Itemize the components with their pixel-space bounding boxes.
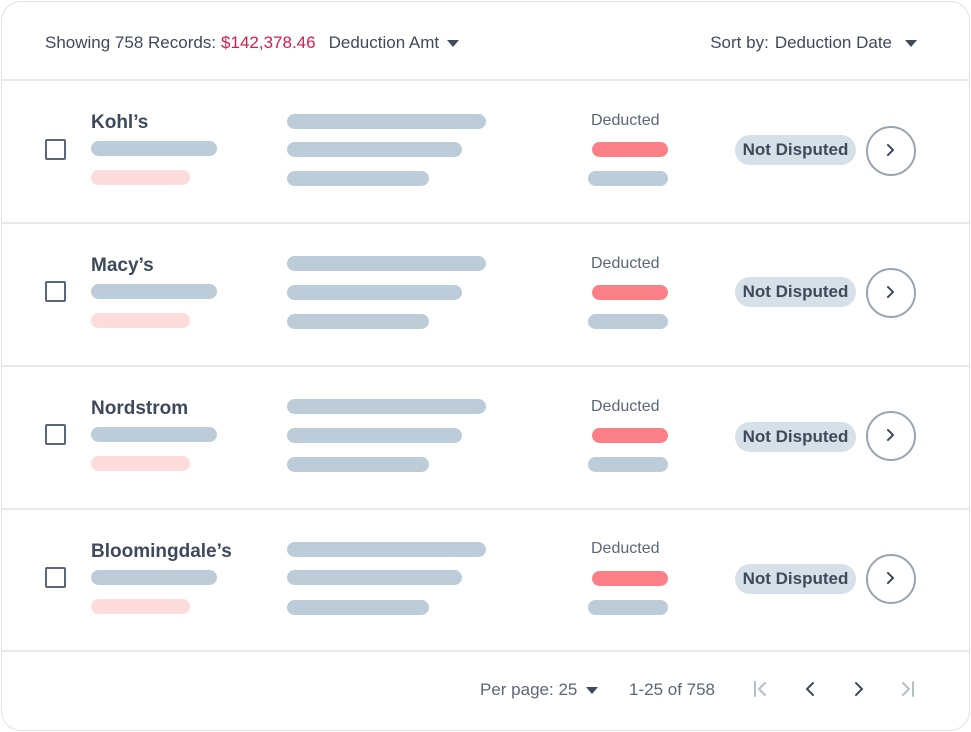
status-badge: Not Disputed [735, 277, 856, 307]
retailer-name: Nordstrom [91, 398, 189, 419]
placeholder-bar [588, 171, 668, 186]
next-page-button[interactable] [848, 678, 870, 700]
per-page-label: Per page: 25 [480, 680, 578, 699]
status-badge: Not Disputed [735, 422, 856, 452]
caret-down-icon [905, 39, 917, 47]
amount-filter-label: Deduction Amt [328, 33, 440, 52]
table-row: Nordstrom Deducted Not Disputed [2, 367, 969, 510]
chevron-left-icon [806, 682, 814, 696]
placeholder-bar [287, 142, 462, 157]
placeholder-bar [287, 600, 429, 615]
placeholder-bar [287, 171, 429, 186]
sort-value: Deduction Date [774, 33, 892, 52]
placeholder-bar [588, 600, 668, 615]
placeholder-bar [91, 570, 217, 585]
retailer-name: Bloomingdale’s [91, 541, 232, 562]
records-summary: Showing 758 Records: $142,378.46 Deducti… [45, 33, 460, 53]
deducted-amount-bar [592, 571, 668, 586]
placeholder-bar [287, 314, 429, 329]
row-checkbox[interactable] [45, 139, 66, 160]
retailer-name: Kohl’s [91, 112, 149, 133]
last-page-icon [902, 681, 914, 697]
row-checkbox[interactable] [45, 567, 66, 588]
placeholder-bar-pink [91, 170, 190, 185]
previous-page-button[interactable] [799, 678, 821, 700]
deducted-amount-bar [592, 142, 668, 157]
placeholder-bar-pink [91, 599, 190, 614]
placeholder-bar [287, 570, 462, 585]
row-checkbox[interactable] [45, 424, 66, 445]
status-badge: Not Disputed [735, 564, 856, 594]
status-badge: Not Disputed [735, 135, 856, 165]
chevron-right-icon [855, 682, 863, 696]
first-page-icon [754, 681, 766, 697]
row-open-button[interactable] [866, 411, 916, 461]
records-header: Showing 758 Records: $142,378.46 Deducti… [2, 2, 969, 81]
table-row: Bloomingdale’s Deducted Not Disputed [2, 509, 969, 652]
sort-dropdown[interactable]: Deduction Date [775, 33, 917, 53]
chevron-right-icon [887, 286, 894, 298]
status-label: Deducted [591, 112, 660, 129]
sort-control: Sort by: Deduction Date [710, 33, 917, 53]
deducted-amount-bar [592, 285, 668, 300]
row-open-button[interactable] [866, 126, 916, 176]
chevron-right-icon [887, 429, 894, 441]
last-page-button[interactable] [896, 678, 918, 700]
placeholder-bar [588, 457, 668, 472]
placeholder-bar [287, 542, 486, 557]
row-open-button[interactable] [866, 268, 916, 318]
records-count-label: Showing 758 Records: [45, 33, 217, 52]
placeholder-bar [91, 427, 217, 442]
status-label: Deducted [591, 540, 660, 557]
table-row: Kohl’s Deducted Not Disputed [2, 81, 969, 224]
pagination-footer: Per page: 25 1-25 of 758 [2, 652, 969, 730]
per-page-dropdown[interactable]: Per page: 25 [480, 680, 599, 700]
total-amount: $142,378.46 [221, 33, 316, 52]
placeholder-bar-pink [91, 313, 190, 328]
caret-down-icon [447, 39, 460, 47]
placeholder-bar [287, 114, 486, 129]
placeholder-bar [287, 285, 462, 300]
page-range: 1-25 of 758 [629, 680, 716, 699]
caret-down-icon [586, 686, 599, 694]
placeholder-bar [91, 141, 217, 156]
placeholder-bar [287, 256, 486, 271]
placeholder-bar [287, 399, 486, 414]
chevron-right-icon [887, 144, 894, 156]
status-label: Deducted [591, 255, 660, 272]
amount-filter-dropdown[interactable]: Deduction Amt [329, 33, 460, 53]
sort-label: Sort by: [710, 33, 769, 52]
first-page-button[interactable] [750, 678, 772, 700]
placeholder-bar [287, 457, 429, 472]
deducted-amount-bar [592, 428, 668, 443]
placeholder-bar [91, 284, 217, 299]
placeholder-bar [588, 314, 668, 329]
status-label: Deducted [591, 398, 660, 415]
placeholder-bar-pink [91, 456, 190, 471]
row-open-button[interactable] [866, 554, 916, 604]
chevron-right-icon [887, 572, 894, 584]
row-checkbox[interactable] [45, 281, 66, 302]
table-row: Macy’s Deducted Not Disputed [2, 224, 969, 367]
placeholder-bar [287, 428, 462, 443]
retailer-name: Macy’s [91, 255, 154, 276]
